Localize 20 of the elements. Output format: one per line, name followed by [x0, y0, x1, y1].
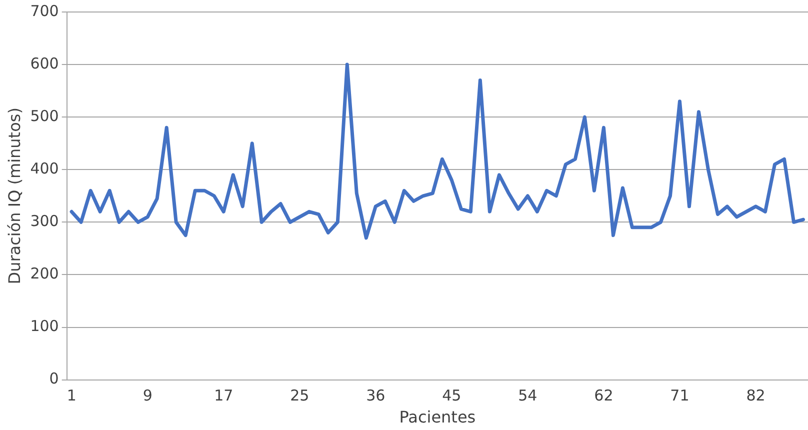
y-tick-label: 200	[30, 264, 59, 283]
y-tick-label: 600	[30, 54, 59, 72]
x-tick-label: 54	[518, 386, 538, 405]
y-tick-label: 500	[30, 106, 59, 125]
x-axis-title: Pacientes	[399, 408, 476, 427]
y-tick-label: 400	[30, 160, 59, 178]
x-tick-label: 62	[594, 386, 614, 405]
x-tick-label: 9	[142, 386, 152, 405]
x-tick-label: 25	[290, 386, 310, 405]
x-tick-label: 1	[66, 386, 76, 405]
x-tick-label: 71	[670, 386, 690, 405]
x-tick-label: 45	[442, 386, 462, 405]
y-axis-title: Duración IQ (minutos)	[4, 108, 24, 284]
x-tick-label: 36	[366, 386, 386, 405]
y-tick-label: 300	[30, 212, 59, 230]
x-tick-label: 82	[746, 386, 766, 405]
y-tick-label: 700	[30, 2, 59, 20]
y-tick-label: 100	[30, 317, 59, 336]
y-tick-label: 0	[49, 370, 59, 388]
x-tick-label: 17	[214, 386, 234, 405]
